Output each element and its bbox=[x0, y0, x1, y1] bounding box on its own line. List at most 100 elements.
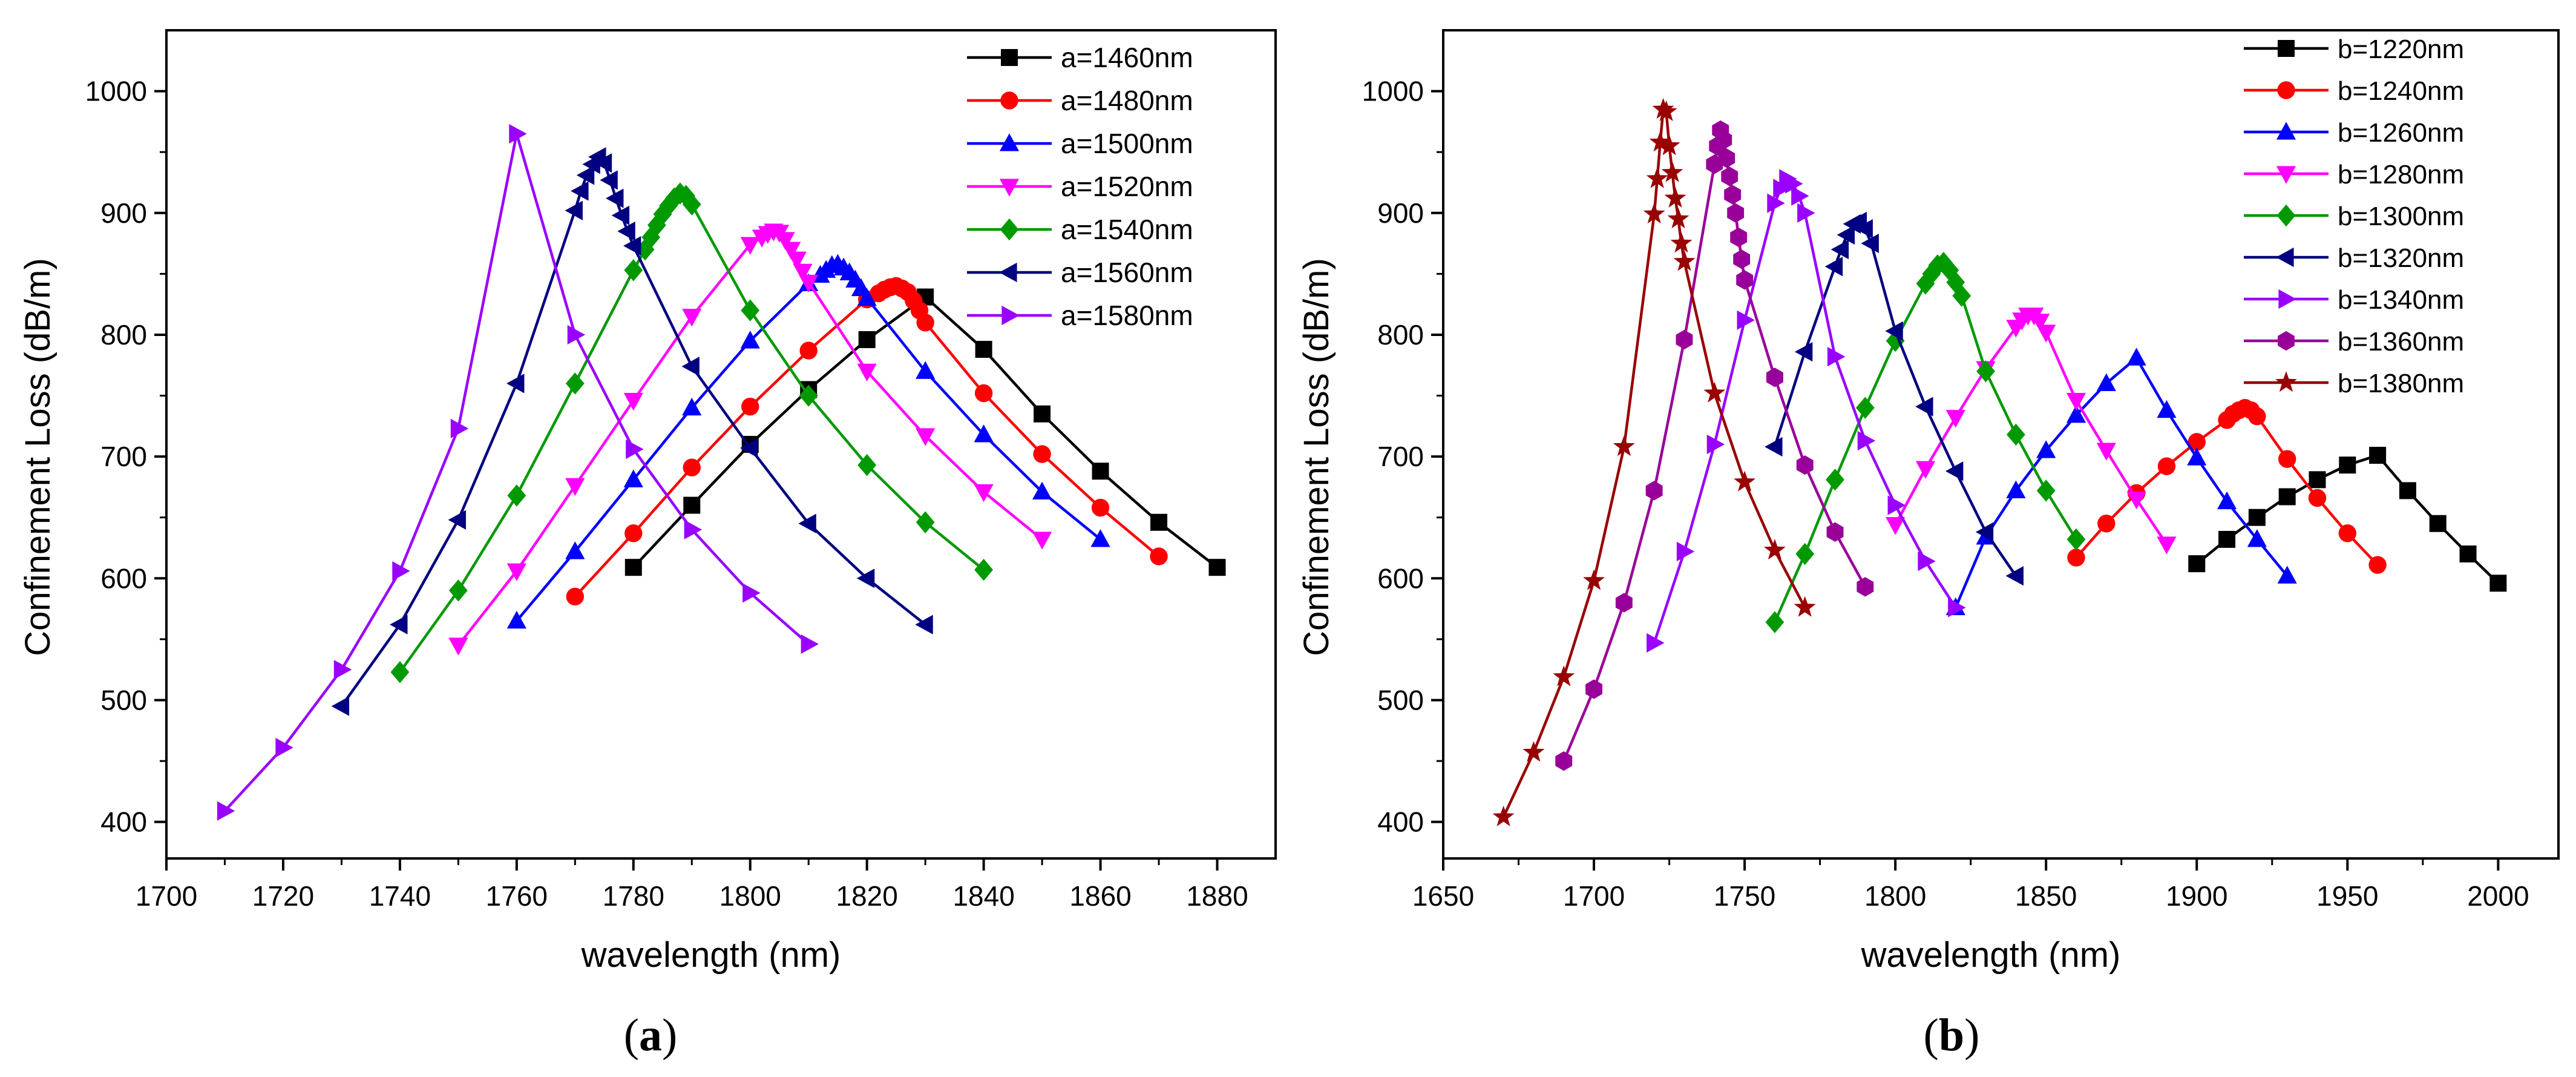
data-point bbox=[1721, 166, 1739, 186]
legend-item: b=1220nm bbox=[2244, 35, 2464, 64]
data-point bbox=[799, 274, 819, 293]
data-point bbox=[1706, 434, 1725, 455]
series-a-a=1520nm bbox=[448, 223, 1052, 656]
data-point bbox=[682, 397, 702, 416]
y-tick-label-a: 1000 bbox=[85, 76, 147, 107]
data-point bbox=[2188, 433, 2206, 451]
data-point bbox=[647, 214, 666, 237]
data-point bbox=[2187, 447, 2207, 466]
data-point bbox=[1886, 517, 1906, 535]
x-tick-label-a: 1720 bbox=[252, 880, 314, 912]
data-point bbox=[2126, 347, 2146, 366]
data-point bbox=[857, 288, 877, 306]
data-point bbox=[1208, 559, 1226, 576]
data-point bbox=[801, 634, 819, 654]
legend-marker bbox=[2276, 204, 2296, 227]
data-point bbox=[1975, 522, 1994, 542]
data-point bbox=[1670, 232, 1693, 253]
data-point bbox=[509, 124, 527, 144]
x-tick-label-a: 1780 bbox=[603, 880, 664, 912]
data-point bbox=[1090, 529, 1110, 547]
data-point bbox=[1785, 174, 1803, 194]
data-point bbox=[916, 428, 936, 446]
y-tick-label-b: 1000 bbox=[1362, 76, 1424, 107]
data-point bbox=[1583, 569, 1605, 590]
data-point bbox=[571, 181, 589, 201]
data-point bbox=[799, 341, 818, 360]
data-point bbox=[787, 251, 807, 270]
data-point bbox=[1763, 539, 1786, 560]
data-point bbox=[506, 610, 526, 629]
legend-item: b=1360nm bbox=[2244, 327, 2464, 357]
data-point bbox=[1553, 665, 1575, 687]
data-point bbox=[576, 165, 595, 185]
data-point bbox=[683, 458, 701, 476]
data-point bbox=[2429, 515, 2447, 532]
data-point bbox=[390, 661, 410, 683]
data-point bbox=[974, 384, 993, 403]
data-point bbox=[623, 235, 641, 256]
x-tick-label-a: 1820 bbox=[836, 880, 898, 912]
data-point bbox=[392, 561, 410, 581]
legend-label: b=1340nm bbox=[2338, 285, 2464, 315]
data-point bbox=[2007, 423, 2025, 446]
legend-marker bbox=[2276, 166, 2296, 184]
data-point bbox=[916, 314, 934, 332]
data-point bbox=[1857, 577, 1874, 597]
plot-area-a: 1700 1720 1740 1760 1780 1800 1820 1840 1860 1880… bbox=[85, 29, 1277, 912]
data-point bbox=[1730, 227, 1748, 248]
data-point bbox=[1976, 360, 1995, 383]
x-axis-label-b: wavelength (nm) bbox=[1861, 935, 2121, 975]
legend-marker bbox=[2278, 40, 2295, 57]
data-point bbox=[2157, 400, 2177, 418]
data-point bbox=[2248, 407, 2266, 426]
data-point bbox=[2369, 447, 2387, 464]
data-point bbox=[1032, 532, 1052, 550]
chart-panel-b: 1650 1700 1750 1800 1850 1900 1950 2000 400 500 60… bbox=[1297, 29, 2560, 1061]
data-point bbox=[684, 519, 703, 539]
data-point bbox=[1718, 148, 1735, 168]
data-point bbox=[1676, 541, 1695, 562]
y-tick-label-b: 800 bbox=[1377, 319, 1424, 351]
data-point bbox=[1855, 219, 1873, 239]
data-point bbox=[916, 361, 936, 379]
legend-item: b=1260nm bbox=[2244, 118, 2464, 148]
data-point bbox=[448, 579, 468, 602]
series-line bbox=[1502, 108, 1806, 818]
legend-marker bbox=[1001, 49, 1018, 66]
data-point bbox=[741, 299, 760, 321]
data-point bbox=[331, 696, 350, 716]
data-point bbox=[641, 226, 661, 249]
series-b-b=1260nm bbox=[1945, 347, 2297, 616]
data-point bbox=[506, 374, 525, 394]
x-tick-label-b: 1900 bbox=[2166, 880, 2227, 912]
series-a-a=1500nm bbox=[506, 254, 1110, 629]
legend-item: a=1460nm bbox=[967, 42, 1193, 73]
x-tick-label-b: 1950 bbox=[2316, 880, 2378, 912]
y-tick-label-b: 400 bbox=[1377, 806, 1424, 838]
y-tick-label-b: 600 bbox=[1377, 562, 1424, 594]
data-point bbox=[1585, 679, 1602, 699]
data-point bbox=[2188, 555, 2206, 573]
data-point bbox=[448, 510, 466, 530]
data-point bbox=[1150, 547, 1168, 565]
legend-marker bbox=[2278, 289, 2296, 309]
legend-marker bbox=[999, 133, 1020, 151]
y-tick-label-b: 500 bbox=[1377, 684, 1424, 716]
data-point bbox=[858, 331, 876, 348]
data-point bbox=[1092, 463, 1109, 480]
data-point bbox=[1885, 321, 1903, 341]
plot-area-b: 1650 1700 1750 1800 1850 1900 1950 2000 400 500 60… bbox=[1362, 29, 2560, 912]
data-point bbox=[1676, 329, 1693, 350]
data-point bbox=[275, 737, 293, 758]
data-point bbox=[1773, 179, 1791, 199]
legend-marker bbox=[1000, 218, 1019, 241]
data-point bbox=[626, 439, 644, 459]
data-point bbox=[1647, 633, 1665, 653]
data-point bbox=[1946, 271, 1965, 294]
data-point bbox=[798, 513, 816, 533]
data-point bbox=[1643, 202, 1665, 224]
data-point bbox=[2067, 548, 2085, 567]
data-point bbox=[1795, 542, 1815, 565]
data-point bbox=[565, 372, 585, 395]
